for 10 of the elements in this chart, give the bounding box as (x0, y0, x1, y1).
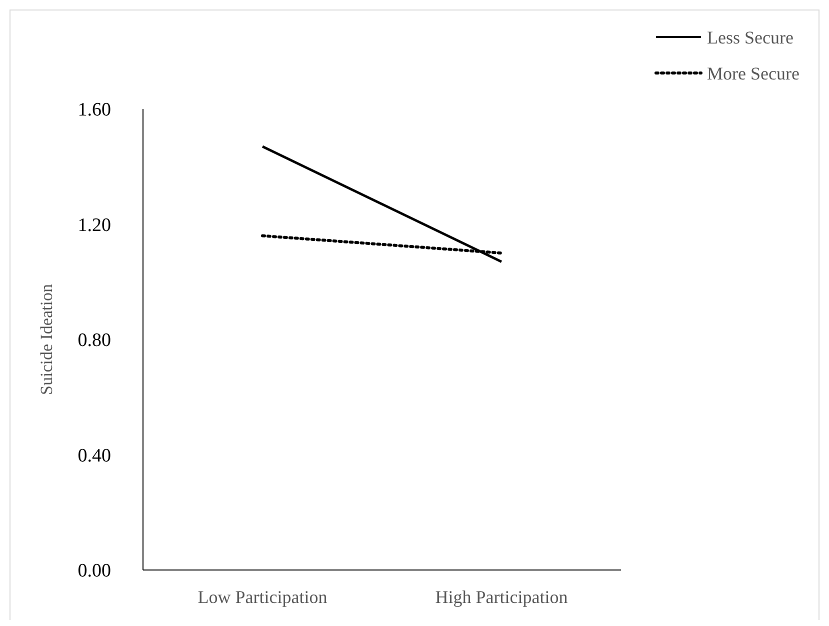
legend-label: Less Secure (707, 27, 794, 48)
y-tick-label: 0.40 (78, 445, 111, 466)
x-tick-label: High Participation (435, 587, 568, 607)
y-tick-label: 1.20 (78, 214, 111, 236)
y-axis-title: Suicide Ideation (37, 284, 56, 395)
y-tick-label: 1.60 (78, 100, 111, 121)
x-tick-label: Low Participation (198, 587, 328, 607)
legend-label: More Secure (707, 63, 800, 84)
y-tick-label: 0.80 (78, 330, 111, 352)
y-tick-label: 0.00 (78, 560, 111, 582)
